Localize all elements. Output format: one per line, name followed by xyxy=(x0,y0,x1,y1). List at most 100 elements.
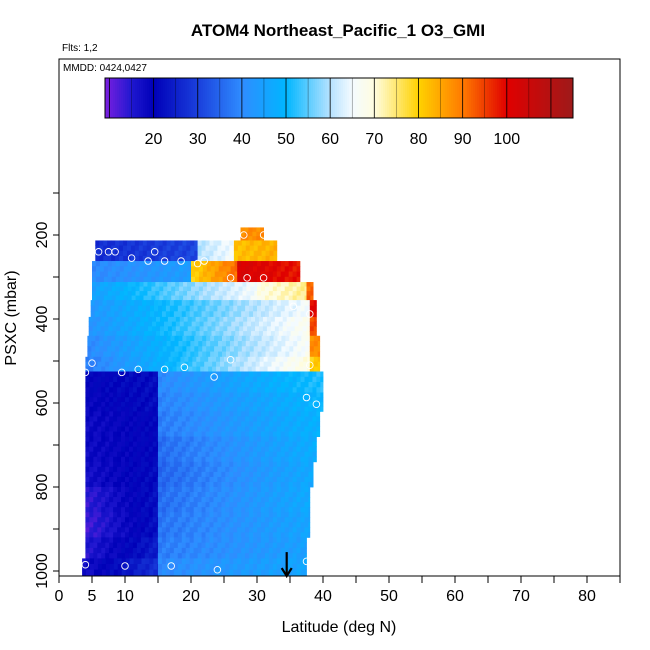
heatmap-cell xyxy=(272,276,278,283)
heatmap-cell xyxy=(173,558,179,565)
heatmap-cell xyxy=(229,569,234,576)
heatmap-cell xyxy=(144,497,150,503)
heatmap-cell xyxy=(253,569,258,576)
heatmap-cell xyxy=(205,461,210,468)
heatmap-cell xyxy=(245,502,250,508)
colorbar-swatch xyxy=(219,78,222,118)
heatmap-cell xyxy=(170,341,175,347)
heatmap-cell xyxy=(316,376,321,383)
heatmap-cell xyxy=(304,497,309,503)
heatmap-cell xyxy=(144,431,150,437)
heatmap-cell xyxy=(279,361,284,367)
heatmap-cell xyxy=(264,446,270,453)
heatmap-cell xyxy=(85,416,90,422)
heatmap-cell xyxy=(148,487,154,493)
heatmap-cell xyxy=(89,376,94,383)
heatmap-cell xyxy=(288,527,294,533)
heatmap-cell xyxy=(249,461,254,468)
heatmap-cell xyxy=(262,331,268,337)
heatmap-cell xyxy=(135,271,140,278)
heatmap-cell xyxy=(85,376,90,383)
heatmap-cell xyxy=(152,326,157,332)
heatmap-cell xyxy=(93,517,98,523)
heatmap-cell xyxy=(158,564,163,570)
heatmap-cell xyxy=(156,361,162,367)
heatmap-cell xyxy=(292,497,297,503)
heatmap-cell xyxy=(304,522,309,528)
heatmap-cell xyxy=(229,461,234,468)
heatmap-cell xyxy=(205,406,210,412)
heatmap-cell xyxy=(225,371,230,378)
heatmap-cell xyxy=(111,240,116,247)
heatmap-cell xyxy=(195,316,200,323)
heatmap-cell xyxy=(179,261,184,267)
heatmap-cell xyxy=(109,558,115,565)
heatmap-cell xyxy=(225,416,230,422)
heatmap-cell xyxy=(121,406,126,412)
heatmap-cell xyxy=(161,553,167,559)
heatmap-cell xyxy=(237,351,243,358)
heatmap-cell xyxy=(313,366,319,372)
heatmap-cell xyxy=(205,411,210,417)
heatmap-cell xyxy=(125,376,130,383)
heatmap-cell xyxy=(288,507,294,513)
heatmap-cell xyxy=(217,492,222,498)
heatmap-cell xyxy=(276,387,282,393)
heatmap-cell xyxy=(130,300,135,307)
heatmap-cell xyxy=(253,507,258,513)
heatmap-cell xyxy=(166,245,171,252)
heatmap-cell xyxy=(284,512,290,518)
heatmap-cell xyxy=(221,255,226,262)
heatmap-cell xyxy=(91,335,96,342)
heatmap-cell xyxy=(173,476,179,483)
heatmap-cell xyxy=(101,456,106,463)
heatmap-cell xyxy=(181,446,187,453)
heatmap-cell xyxy=(245,261,250,267)
heatmap-cell xyxy=(181,371,187,378)
heatmap-cell xyxy=(237,446,242,453)
heatmap-cell xyxy=(283,366,288,372)
colorbar-swatch xyxy=(213,78,216,118)
heatmap-cell xyxy=(173,436,179,443)
heatmap-cell xyxy=(132,553,138,559)
heatmap-cell xyxy=(97,451,102,458)
heatmap-cell xyxy=(109,522,114,528)
heatmap-cell xyxy=(276,481,282,488)
heatmap-cell xyxy=(97,569,103,576)
heatmap-cell xyxy=(257,276,262,283)
heatmap-cell xyxy=(145,558,150,565)
heatmap-cell xyxy=(115,255,120,262)
heatmap-cell xyxy=(115,250,120,257)
heatmap-cell xyxy=(225,569,230,576)
heatmap-cell xyxy=(185,537,191,544)
heatmap-cell xyxy=(178,351,183,358)
heatmap-cell xyxy=(267,361,272,367)
heatmap-cell xyxy=(128,416,134,422)
heatmap-cell xyxy=(158,471,163,478)
heatmap-cell xyxy=(275,361,280,367)
heatmap-cell xyxy=(284,286,290,292)
heatmap-cell xyxy=(153,564,158,570)
heatmap-cell xyxy=(152,401,158,408)
heatmap-cell xyxy=(193,401,198,408)
heatmap-cell xyxy=(134,341,140,347)
heatmap-cell xyxy=(220,366,225,372)
heatmap-cell xyxy=(93,461,98,468)
heatmap-cell xyxy=(229,305,234,312)
heatmap-cell xyxy=(308,441,313,448)
heatmap-cell xyxy=(229,441,234,448)
heatmap-cell xyxy=(144,517,150,523)
heatmap-cell xyxy=(241,351,247,358)
heatmap-cell xyxy=(181,376,187,383)
heatmap-cell xyxy=(113,564,119,570)
heatmap-cell xyxy=(197,497,202,503)
heatmap-cell xyxy=(180,366,185,372)
heatmap-cell xyxy=(304,487,309,493)
heatmap-cell xyxy=(296,300,301,307)
heatmap-cell xyxy=(230,286,235,292)
heatmap-cell xyxy=(205,481,210,488)
heatmap-cell xyxy=(143,286,148,292)
heatmap-cell xyxy=(173,441,179,448)
heatmap-cell xyxy=(138,335,144,342)
heatmap-cell xyxy=(193,387,198,393)
